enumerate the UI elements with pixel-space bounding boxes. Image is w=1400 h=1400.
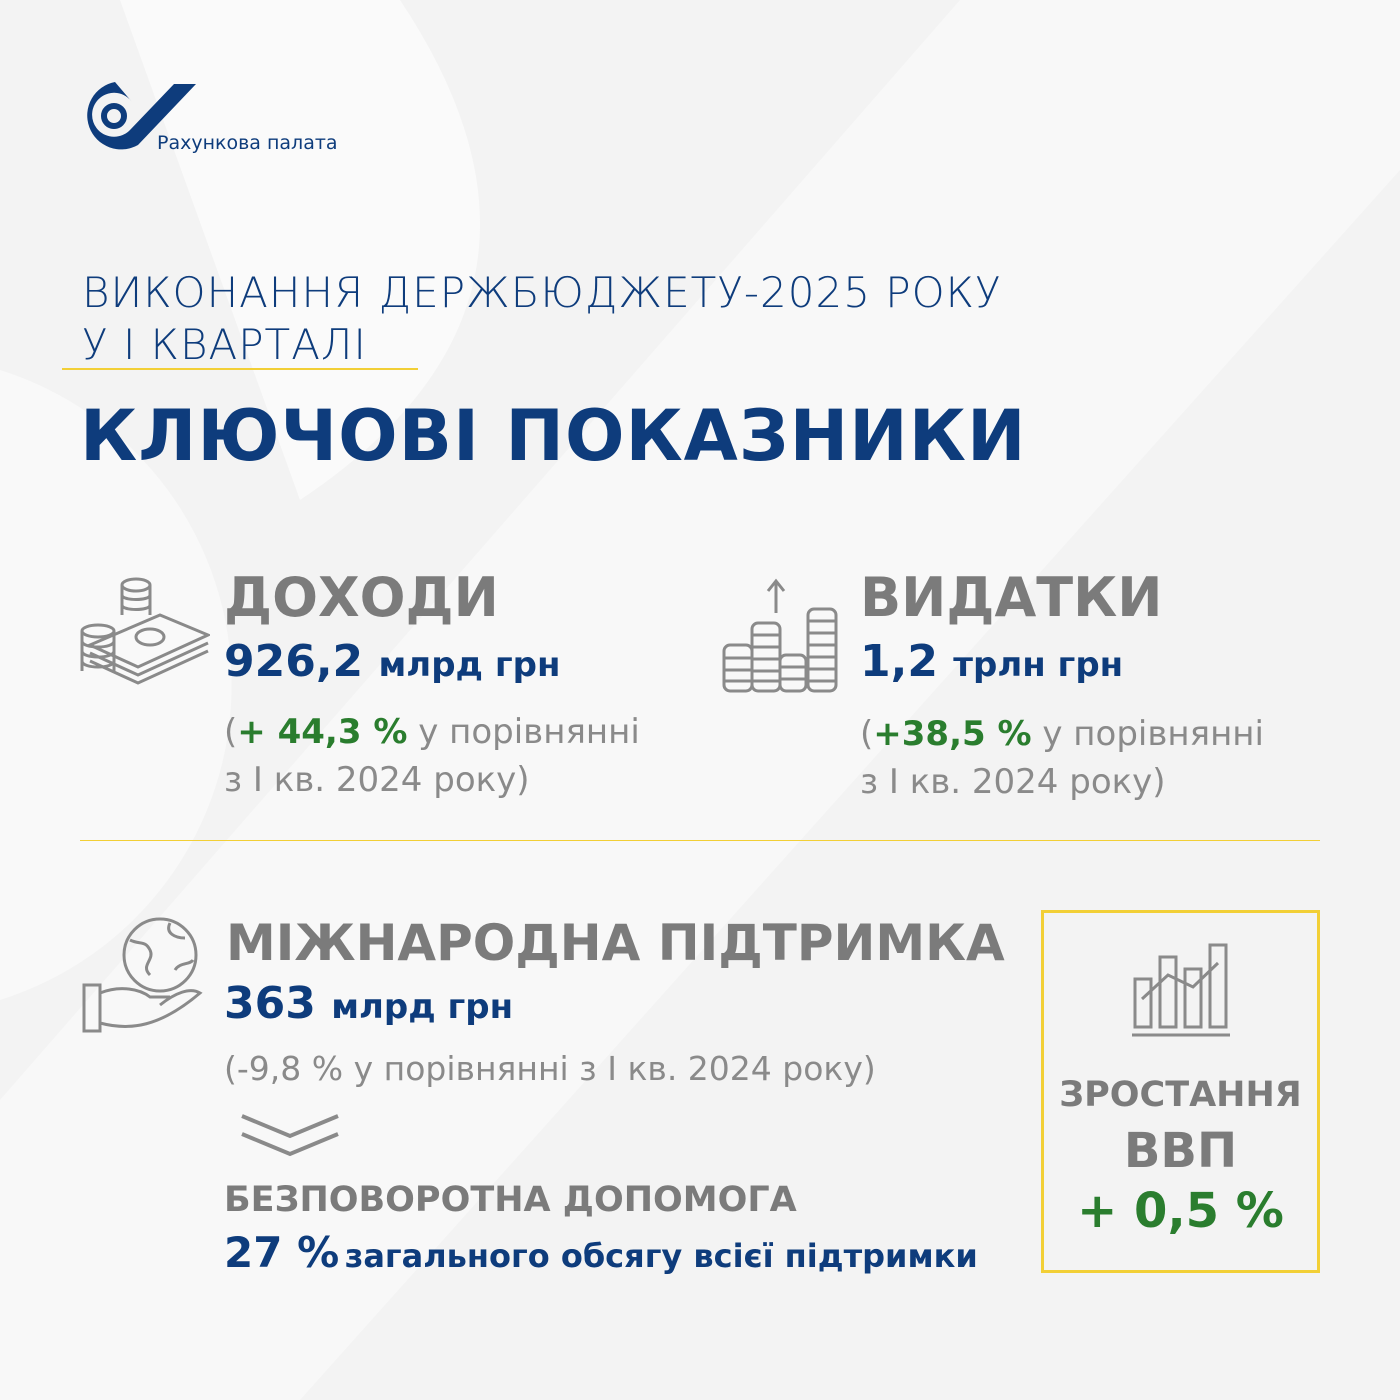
revenue-unit: млрд грн — [378, 645, 561, 685]
support-comparison: (-9,8 % у порівнянні з І кв. 2024 року) — [224, 1049, 876, 1088]
gdp-value: + 0,5 % — [1077, 1183, 1284, 1239]
paren: ( — [860, 714, 874, 754]
support-unit: млрд грн — [331, 987, 514, 1027]
gdp-label2: ВВП — [1123, 1123, 1238, 1179]
revenue-text2: з І кв. 2024 року) — [224, 760, 530, 800]
coins-growth-icon — [722, 578, 838, 693]
expenses-comparison: (+38,5 % у порівнянні з І кв. 2024 року) — [860, 710, 1264, 806]
expenses-unit: трлн грн — [953, 645, 1124, 685]
divider — [80, 840, 1320, 841]
expenses-text1: у порівнянні — [1031, 714, 1264, 754]
revenue-heading: ДОХОДИ — [224, 566, 499, 629]
expenses-value: 1,2 трлн грн — [860, 636, 1123, 687]
globe-hand-icon — [82, 917, 203, 1033]
revenue-change: + 44,3 % — [237, 712, 408, 752]
logo-mark-icon — [87, 82, 196, 150]
support-value: 363 млрд грн — [224, 978, 513, 1029]
expenses-number: 1,2 — [860, 636, 938, 687]
logo-text: Рахункова палата — [157, 132, 338, 154]
grant-heading: БЕЗПОВОРОТНА ДОПОМОГА — [224, 1180, 797, 1220]
expenses-heading: ВИДАТКИ — [860, 566, 1163, 629]
bar-chart-icon — [1132, 943, 1230, 1037]
title-underline — [62, 368, 418, 370]
expenses-change: +38,5 % — [873, 714, 1032, 754]
revenue-number: 926,2 — [224, 636, 364, 687]
grant-value: 27 % — [224, 1228, 340, 1277]
expenses-text2: з І кв. 2024 року) — [860, 762, 1166, 802]
money-coins-icon — [80, 577, 210, 685]
revenue-text1: у порівнянні — [407, 712, 640, 752]
gdp-box: ЗРОСТАННЯ ВВП + 0,5 % — [1041, 910, 1320, 1273]
title-line2: У І КВАРТАЛІ — [82, 320, 367, 369]
revenue-value: 926,2 млрд грн — [224, 636, 560, 687]
revenue-comparison: (+ 44,3 % у порівнянні з І кв. 2024 року… — [224, 708, 640, 804]
paren: ( — [224, 712, 238, 752]
gdp-label1: ЗРОСТАННЯ — [1059, 1075, 1302, 1115]
title-line1: ВИКОНАННЯ ДЕРЖБЮДЖЕТУ-2025 РОКУ — [82, 268, 1002, 317]
grant-text: загального обсягу всієї підтримки — [344, 1237, 978, 1275]
page-title: КЛЮЧОВІ ПОКАЗНИКИ — [80, 395, 1027, 477]
chevron-down-icon — [241, 1114, 339, 1157]
grant-line: 27 % загального обсягу всієї підтримки — [224, 1228, 978, 1277]
logo: Рахункова палата — [80, 80, 338, 159]
support-heading: МІЖНАРОДНА ПІДТРИМКА — [226, 914, 1005, 972]
support-number: 363 — [224, 978, 316, 1029]
